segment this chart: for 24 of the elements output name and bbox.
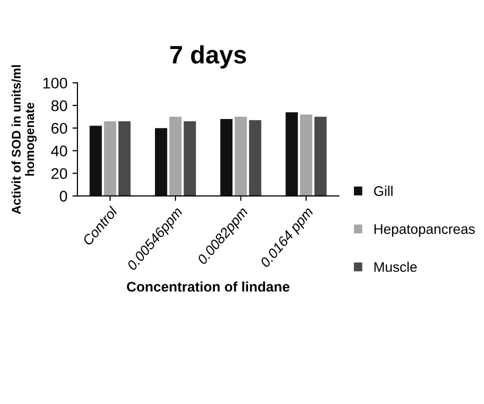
bar	[90, 126, 102, 196]
y-tick-label: 100	[43, 78, 68, 89]
legend-label: Hepatopancreas	[374, 224, 475, 237]
y-tick-label: 20	[51, 168, 68, 179]
bar	[184, 121, 196, 196]
legend-label: Muscle	[374, 262, 417, 272]
y-tick-label: 60	[52, 122, 68, 134]
y-tick-label: 40	[51, 146, 68, 156]
bar	[300, 114, 312, 196]
bar	[234, 116, 247, 196]
y-axis-title: Activit of SOD in units/ml homogenate	[12, 65, 37, 214]
x-axis-title: Concentration of lindane	[126, 281, 290, 292]
bar	[154, 128, 168, 196]
bar	[104, 121, 116, 196]
bar	[169, 116, 182, 196]
y-tick-label: 80	[51, 100, 68, 112]
legend-label: Gill	[374, 186, 392, 196]
bar	[286, 112, 298, 196]
bar	[220, 119, 233, 196]
bar	[314, 116, 327, 196]
bar	[249, 120, 262, 196]
bar	[118, 121, 131, 196]
y-tick-label: 0	[60, 190, 68, 202]
chart-title: 7 days	[170, 45, 246, 69]
